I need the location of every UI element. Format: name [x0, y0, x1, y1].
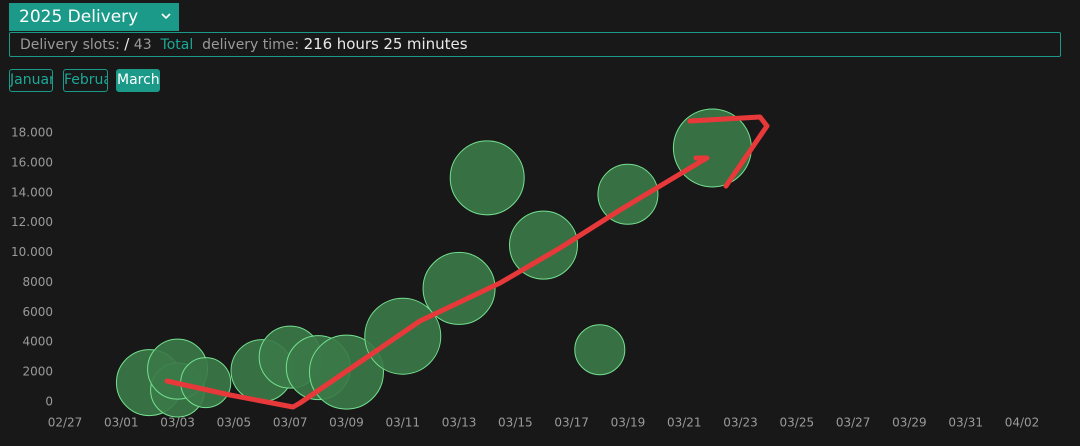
time-label: delivery time: [202, 37, 300, 53]
x-tick-label: 03/11 [385, 416, 420, 430]
y-tick-label: 16.000 [11, 155, 53, 169]
bubble [449, 140, 525, 216]
minutes: 25 [383, 35, 403, 53]
x-tick-label: 03/19 [611, 416, 646, 430]
bubble [509, 210, 578, 280]
year-dropdown[interactable]: 2025 Delivery [9, 3, 179, 31]
y-tick-label: 0 [45, 395, 53, 409]
y-tick-label: 10.000 [11, 245, 53, 259]
slots-total: 43 [133, 37, 152, 53]
annotation-arrowhead [693, 155, 710, 165]
x-tick-label: 03/23 [723, 416, 758, 430]
x-tick-label: 03/29 [892, 416, 927, 430]
annotation [164, 114, 770, 410]
x-tick-label: 03/03 [160, 416, 195, 430]
info-bar: Delivery slots: / 43 Total delivery time… [9, 32, 1061, 57]
x-tick-label: 03/01 [104, 416, 139, 430]
minutes-unit: minutes [406, 35, 468, 53]
x-tick-label: 04/02 [1005, 416, 1040, 430]
y-tick-label: 4000 [22, 335, 53, 349]
bubble [422, 251, 496, 325]
hours: 216 [303, 35, 333, 53]
x-tick-label: 03/21 [667, 416, 702, 430]
bubble [180, 357, 232, 409]
y-tick-label: 14.000 [11, 185, 53, 199]
x-tick-label: 03/17 [554, 416, 589, 430]
y-tick-label: 2000 [22, 365, 53, 379]
bubble [364, 297, 442, 375]
x-tick-label: 03/05 [217, 416, 252, 430]
bubble [597, 163, 659, 225]
y-tick-label: 18.000 [11, 126, 53, 140]
total-label: Total [160, 37, 194, 53]
y-tick-label: 6000 [22, 305, 53, 319]
x-tick-label: 03/31 [948, 416, 983, 430]
chevron [161, 13, 171, 20]
month-tab[interactable]: February [63, 69, 108, 92]
x-tick-label: 03/07 [273, 416, 308, 430]
slots-label: Delivery slots: [20, 37, 120, 53]
dropdown-label: 2025 Delivery [19, 7, 139, 27]
y-tick-label: 8000 [22, 275, 53, 289]
x-tick-label: 03/15 [498, 416, 533, 430]
x-tick-label: 03/13 [442, 416, 477, 430]
slash: / [124, 35, 130, 53]
y-tick-label: 12.000 [11, 215, 53, 229]
annotation-stroke [164, 159, 703, 410]
x-tick-label: 03/09 [329, 416, 364, 430]
month-tab[interactable]: January [9, 69, 53, 92]
x-tick-label: 02/27 [48, 416, 83, 430]
annotation-stroke [687, 114, 770, 189]
x-tick-label: 03/25 [780, 416, 815, 430]
bubble [574, 324, 626, 376]
x-tick-label: 03/27 [836, 416, 871, 430]
hours-unit: hours [336, 35, 379, 53]
chart: 0 2000 4000 6000 8000 10.000 12.000 14.000 16.00… [11, 108, 1040, 430]
month-tab[interactable]: March [116, 69, 160, 92]
